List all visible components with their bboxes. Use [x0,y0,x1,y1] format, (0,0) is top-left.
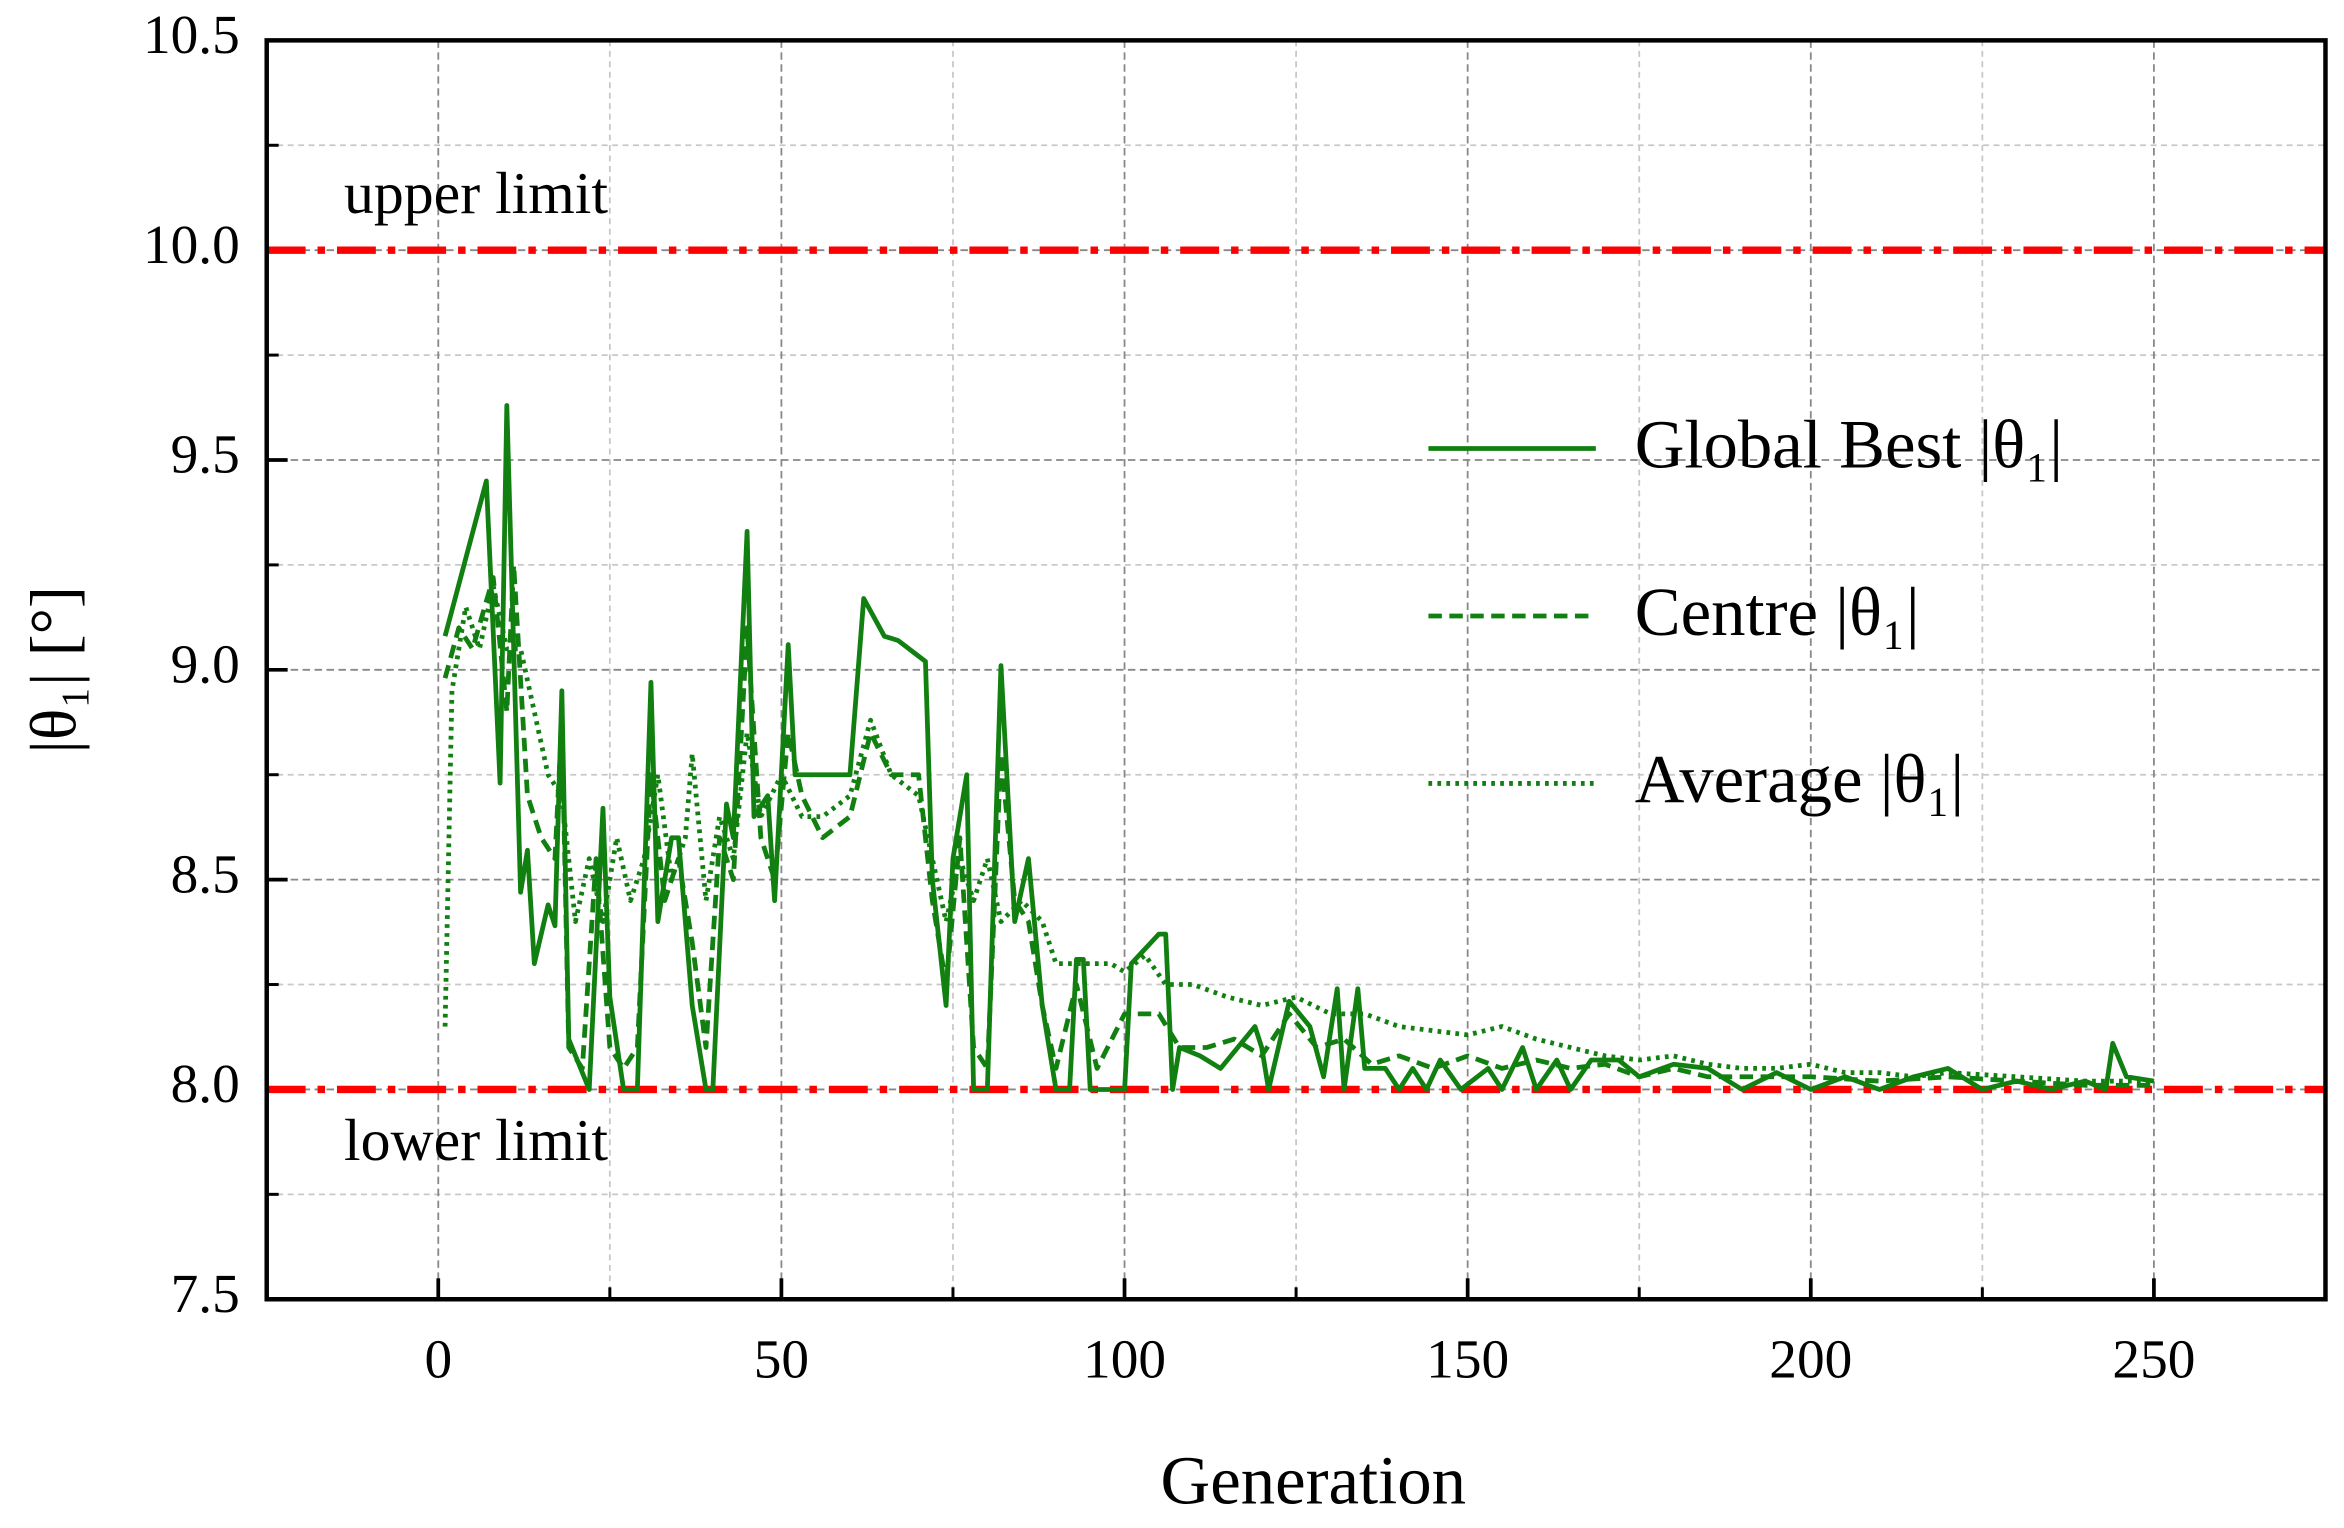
legend-label: Centre |θ₁| [1635,574,1920,650]
x-tick-label: 200 [1769,1329,1852,1390]
plot-frame [264,38,2328,1302]
legend-label: Average |θ₁| [1635,741,1964,817]
y-tick-label: 9.0 [171,633,240,694]
y-tick-label: 10.5 [143,4,240,65]
y-tick-label: 8.5 [171,843,240,904]
x-tick-label: 0 [424,1329,452,1390]
x-tick-label: 50 [754,1329,809,1390]
y-tick-label: 8.0 [171,1053,240,1114]
x-axis-label: Generation [1161,1442,1466,1518]
limit-label: upper limit [344,160,608,226]
y-axis-label: |θ₁| [°] [17,586,90,753]
x-tick-label: 150 [1426,1329,1509,1390]
limit-label: lower limit [344,1107,608,1173]
series-line [442,562,2154,1088]
x-tick-label: 250 [2112,1329,2195,1390]
y-tick-label: 9.5 [171,424,240,485]
x-tick-label: 100 [1083,1329,1166,1390]
y-tick-label: 10.0 [143,214,240,275]
legend-label: Global Best |θ₁| [1635,406,2063,482]
y-tick-label: 7.5 [171,1263,240,1324]
series-line [442,583,2154,1084]
